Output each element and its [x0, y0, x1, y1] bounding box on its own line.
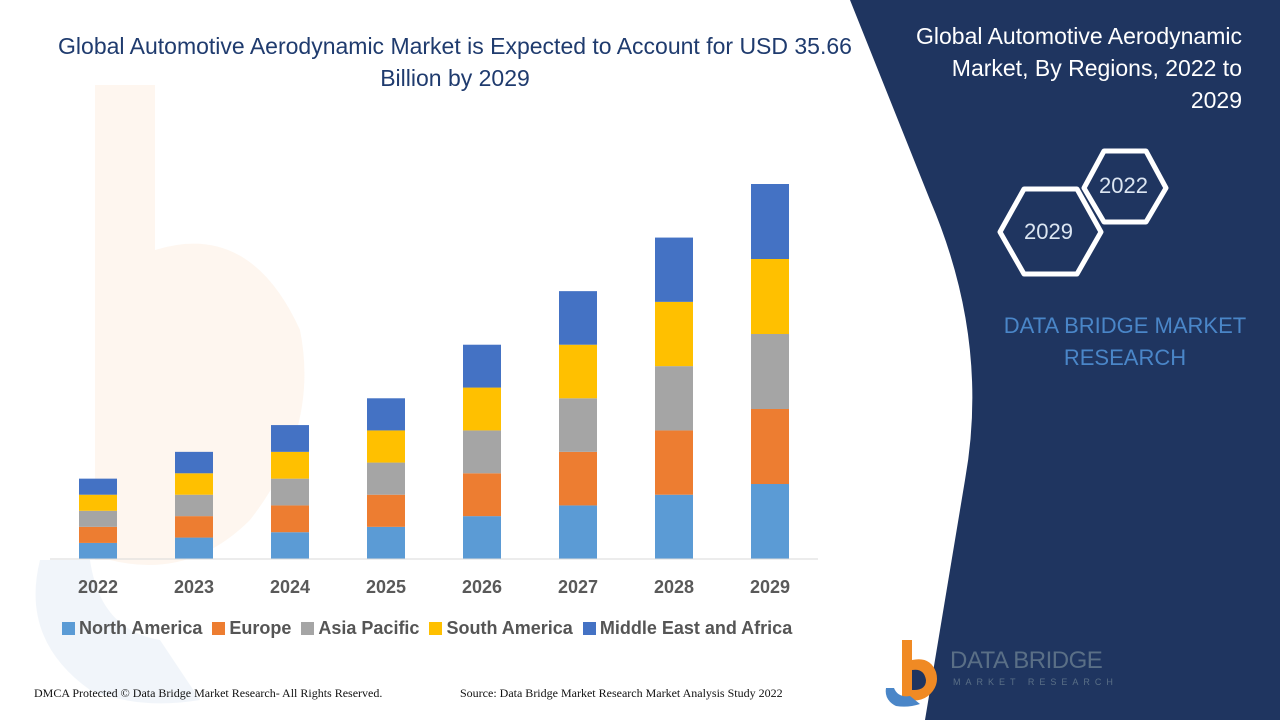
bar-segment-2029-3 — [751, 334, 789, 409]
x-tick-label: 2023 — [174, 577, 214, 597]
bar-segment-2024-3 — [271, 478, 309, 506]
x-tick-labels: 2022 2023 2024 2025 2026 2027 2028 2029 — [78, 577, 790, 597]
bar-segment-2025-1 — [367, 526, 405, 559]
legend-label: South America — [446, 617, 573, 638]
legend-swatch — [301, 621, 315, 635]
legend-swatch — [62, 621, 75, 635]
copyright-notice: DMCA Protected © Data Bridge Market Rese… — [34, 686, 383, 700]
legend-label: Europe — [229, 617, 292, 638]
brand-name: DATA BRIDGE MARKET RESEARCH — [1003, 313, 1247, 370]
legend-item: Europe — [212, 618, 291, 639]
bar-segment-2022-4 — [79, 494, 117, 511]
legend-item: Middle East and Africa — [582, 617, 793, 639]
bar-segment-2028-5 — [655, 237, 693, 302]
x-tick-label: 2026 — [462, 577, 502, 597]
bar-group — [79, 184, 789, 559]
bar-segment-2022-3 — [79, 510, 117, 527]
bar-segment-2028-4 — [655, 301, 693, 367]
bar-segment-2026-2 — [463, 473, 501, 517]
bar-segment-2027-1 — [559, 505, 597, 559]
legend-label: Middle East and Africa — [599, 617, 793, 638]
legend-item: North America — [62, 618, 202, 639]
bar-segment-2023-5 — [175, 451, 213, 474]
bar-segment-2027-3 — [559, 398, 597, 452]
bar-segment-2028-1 — [655, 494, 693, 559]
x-tick-label: 2027 — [558, 577, 598, 597]
source-note: Source: Data Bridge Market Research Mark… — [460, 686, 783, 700]
hexagon-year-top: 2022 — [1099, 173, 1148, 198]
bar-segment-2024-1 — [271, 532, 309, 559]
bar-segment-2024-5 — [271, 425, 309, 452]
bar-segment-2029-1 — [751, 484, 789, 559]
legend-swatch — [429, 621, 443, 635]
chart-title: Global Automotive Aerodynamic Market is … — [58, 33, 852, 91]
bar-segment-2026-5 — [463, 344, 501, 388]
bar-segment-2029-5 — [751, 184, 789, 259]
bar-segment-2024-2 — [271, 505, 309, 533]
bar-segment-2023-1 — [175, 537, 213, 559]
chart-legend: North America Europe Asia Pacific South Ame… — [62, 616, 832, 640]
bar-segment-2025-3 — [367, 462, 405, 495]
legend-item: Asia Pacific — [301, 618, 419, 639]
bar-segment-2025-5 — [367, 398, 405, 431]
bar-segment-2028-3 — [655, 366, 693, 431]
bar-segment-2023-2 — [175, 516, 213, 538]
bar-segment-2023-4 — [175, 473, 213, 495]
logo-wordmark: DATA BRIDGE — [950, 647, 1103, 674]
legend-item: South America — [429, 617, 573, 639]
bar-segment-2025-2 — [367, 494, 405, 527]
bar-segment-2026-1 — [463, 516, 501, 559]
data-bridge-logo-icon — [885, 640, 937, 707]
bar-segment-2025-4 — [367, 430, 405, 463]
bar-segment-2023-3 — [175, 494, 213, 517]
logo-tagline: MARKET RESEARCH — [953, 677, 1118, 687]
bar-segment-2027-2 — [559, 451, 597, 506]
x-tick-label: 2025 — [366, 577, 406, 597]
legend-label: Asia Pacific — [318, 617, 420, 638]
bar-segment-2027-5 — [559, 291, 597, 345]
x-tick-label: 2028 — [654, 577, 694, 597]
legend-swatch — [582, 621, 596, 635]
x-tick-label: 2029 — [750, 577, 790, 597]
bar-segment-2024-4 — [271, 451, 309, 479]
bar-segment-2026-4 — [463, 387, 501, 431]
x-tick-label: 2022 — [78, 577, 118, 597]
panel-title: Global Automotive Aerodynamic Market, By… — [915, 23, 1242, 113]
bar-segment-2026-3 — [463, 430, 501, 474]
bar-segment-2022-2 — [79, 526, 117, 543]
bar-segment-2022-1 — [79, 542, 117, 559]
bar-segment-2029-2 — [751, 409, 789, 484]
legend-swatch — [212, 621, 226, 635]
bar-segment-2022-5 — [79, 478, 117, 495]
bar-segment-2027-4 — [559, 344, 597, 399]
x-tick-label: 2024 — [270, 577, 310, 597]
hexagon-year-bottom: 2029 — [1024, 219, 1073, 244]
legend-label: North America — [79, 617, 203, 638]
bar-segment-2029-4 — [751, 259, 789, 334]
bar-segment-2028-2 — [655, 430, 693, 495]
